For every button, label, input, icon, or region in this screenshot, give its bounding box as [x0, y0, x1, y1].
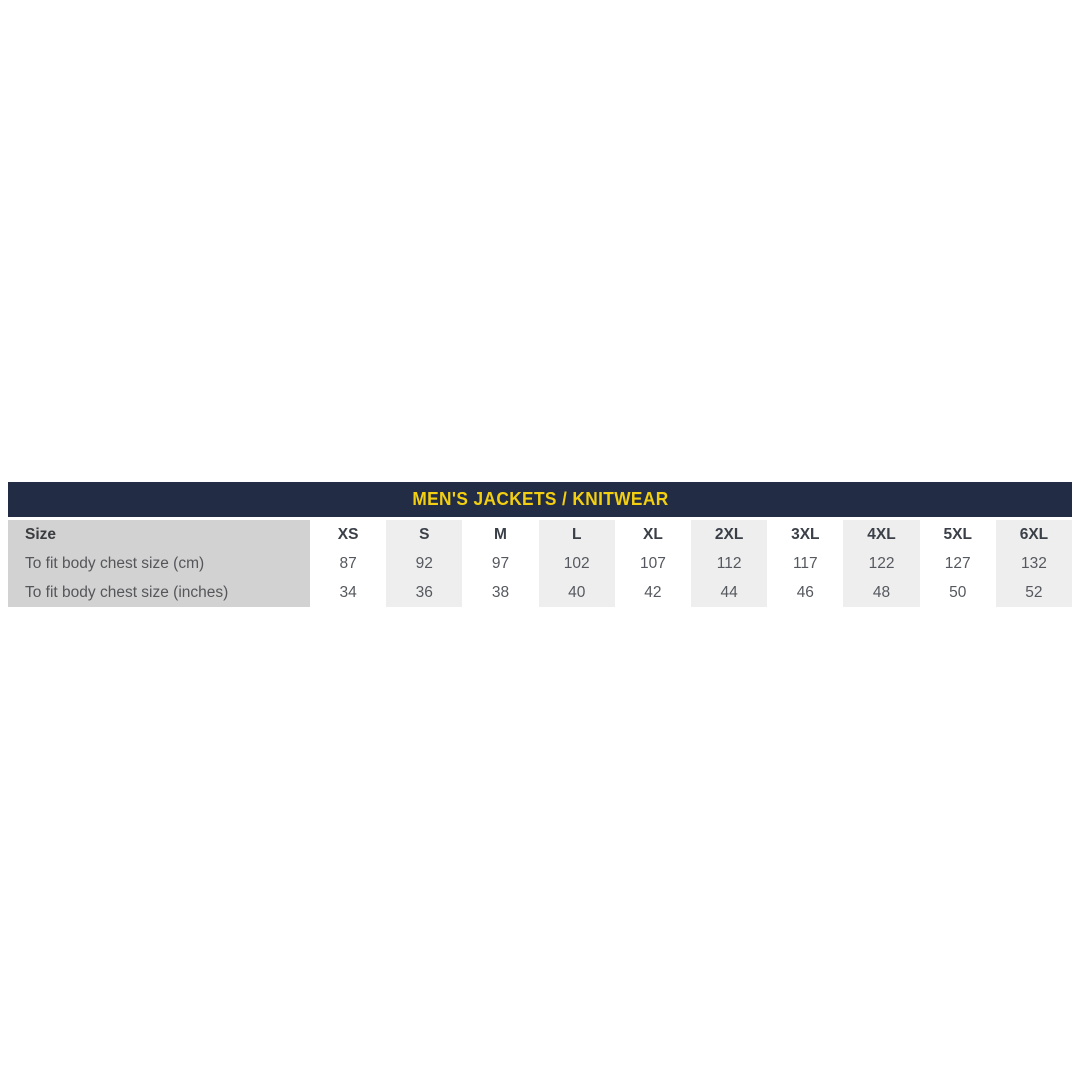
corner-label-size: Size — [25, 525, 57, 543]
size-header-6xl: 6XL — [1019, 525, 1049, 543]
value-l-cm: 102 — [563, 554, 590, 572]
row-label-chest-inches: To fit body chest size (inches) — [25, 583, 229, 601]
size-header-l: L — [571, 525, 582, 543]
size-chart-body: Size To fit body chest size (cm) To fit … — [8, 520, 1073, 607]
value-xl-cm: 107 — [639, 554, 666, 572]
value-5xl-inches: 50 — [949, 583, 967, 601]
value-3xl-cm: 117 — [792, 554, 818, 572]
size-header-xl: XL — [643, 525, 663, 543]
value-4xl-cm: 122 — [868, 554, 895, 572]
size-column-l: L 102 40 — [538, 520, 615, 607]
size-column-s: S 92 36 — [386, 520, 463, 607]
size-column-3xl: 3XL 117 46 — [767, 520, 843, 607]
label-column: Size To fit body chest size (cm) To fit … — [8, 520, 310, 607]
size-column-5xl: 5XL 127 50 — [920, 520, 996, 607]
value-s-inches: 36 — [415, 583, 433, 601]
size-header-2xl: 2XL — [714, 525, 744, 543]
value-6xl-cm: 132 — [1020, 554, 1047, 572]
value-s-cm: 92 — [415, 554, 433, 572]
size-column-6xl: 6XL 132 52 — [995, 520, 1073, 607]
value-m-inches: 38 — [491, 583, 510, 601]
value-m-cm: 97 — [491, 554, 510, 572]
size-header-s: S — [419, 525, 430, 543]
size-column-m: M 97 38 — [462, 520, 538, 607]
value-4xl-inches: 48 — [872, 583, 891, 601]
value-2xl-cm: 112 — [716, 554, 742, 572]
size-header-m: M — [494, 525, 507, 543]
chart-title-bar: MEN'S JACKETS / KNITWEAR — [8, 482, 1072, 517]
value-xl-inches: 42 — [644, 583, 662, 601]
size-column-4xl: 4XL 122 48 — [843, 520, 920, 607]
value-l-inches: 40 — [568, 583, 586, 601]
value-3xl-inches: 46 — [796, 583, 814, 601]
size-chart-table: MEN'S JACKETS / KNITWEAR Size To fit bod… — [8, 482, 1073, 607]
size-header-3xl: 3XL — [791, 525, 820, 543]
value-xs-inches: 34 — [339, 583, 357, 601]
row-label-chest-cm: To fit body chest size (cm) — [25, 554, 205, 572]
value-xs-cm: 87 — [339, 554, 357, 572]
size-column-xs: XS 87 34 — [310, 520, 386, 607]
value-2xl-inches: 44 — [720, 583, 738, 601]
size-header-5xl: 5XL — [943, 525, 972, 543]
size-header-4xl: 4XL — [867, 525, 896, 543]
size-column-2xl: 2XL 112 44 — [691, 520, 768, 607]
size-header-xs: XS — [337, 525, 359, 543]
value-5xl-cm: 127 — [944, 554, 971, 572]
size-column-xl: XL 107 42 — [615, 520, 691, 607]
chart-title: MEN'S JACKETS / KNITWEAR — [411, 489, 669, 509]
size-columns: XS 87 34 S 92 36 M 97 38 L 102 40 XL 107 42 2XL 112 44 3XL… — [310, 520, 1073, 607]
value-6xl-inches: 52 — [1025, 583, 1043, 601]
